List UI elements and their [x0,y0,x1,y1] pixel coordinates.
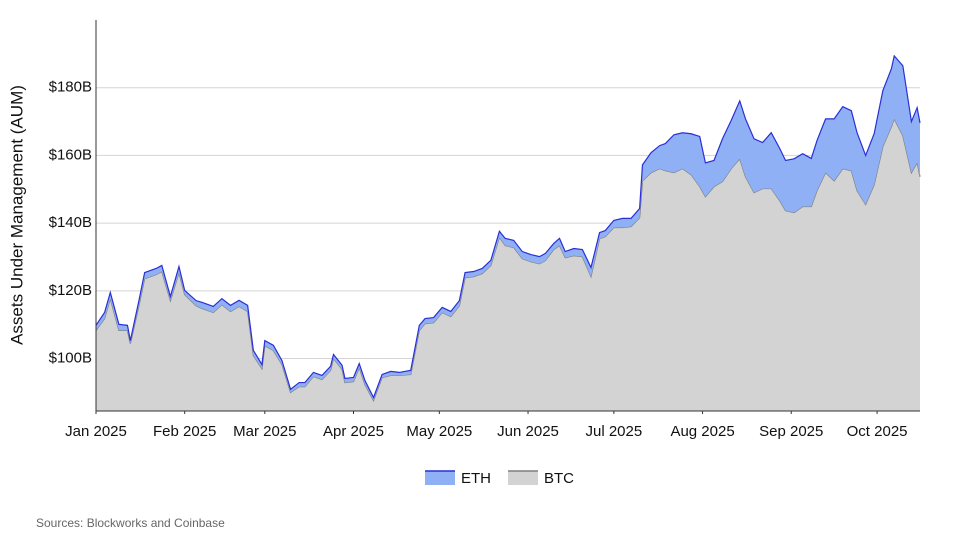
legend-label: BTC [544,470,574,487]
x-tick-label: Sep 2025 [759,423,823,440]
x-tick-label: Jun 2025 [497,423,559,440]
y-tick-label: $180B [49,79,92,96]
x-tick-label: Jan 2025 [65,423,127,440]
x-tick-label: Aug 2025 [670,423,734,440]
y-tick-label: $160B [49,146,92,163]
y-tick-label: $100B [49,349,92,366]
x-tick-label: May 2025 [406,423,472,440]
area [96,118,920,411]
area-line [95,54,921,399]
legend-swatch [425,471,455,485]
y-tick-label: $120B [49,282,92,299]
x-tick-label: Apr 2025 [323,423,384,440]
x-tick-label: Jul 2025 [586,423,643,440]
x-tick-label: Oct 2025 [847,423,908,440]
x-tick-label: Feb 2025 [153,423,216,440]
y-tick-label: $140B [49,214,92,231]
y-axis-label: Assets Under Management (AUM) [7,85,26,345]
source-note: Sources: Blockworks and Coinbase [36,516,225,530]
legend-swatch [508,471,538,485]
legend-label: ETH [461,470,491,487]
x-tick-label: Mar 2025 [233,423,296,440]
